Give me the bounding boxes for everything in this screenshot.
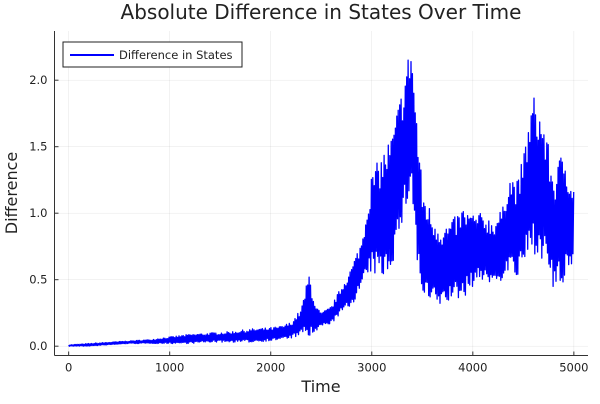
y-tick-label: 1.0 bbox=[29, 206, 47, 220]
y-axis-label: Difference bbox=[2, 152, 21, 234]
axes bbox=[54, 31, 588, 356]
y-tick-label: 0.0 bbox=[29, 339, 47, 353]
x-axis-label: Time bbox=[300, 377, 340, 396]
x-tick-label: 3000 bbox=[357, 361, 386, 375]
x-tick-label: 5000 bbox=[559, 361, 588, 375]
series-group bbox=[68, 59, 575, 347]
y-tick-label: 2.0 bbox=[29, 73, 47, 87]
legend-box bbox=[62, 41, 243, 68]
legend: Difference in States bbox=[62, 41, 243, 68]
ticks: 0 1000 2000 3000 4000 5000 0.0 0.5 1.0 1.5 2.0 bbox=[29, 73, 588, 374]
x-tick-label: 4000 bbox=[458, 361, 487, 375]
x-tick-label: 2000 bbox=[256, 361, 285, 375]
series-line-difference-in-states bbox=[68, 59, 575, 347]
x-tick-label: 1000 bbox=[155, 361, 184, 375]
y-tick-label: 0.5 bbox=[29, 273, 47, 287]
x-tick-label: 0 bbox=[65, 361, 72, 375]
y-tick-label: 1.5 bbox=[29, 140, 47, 154]
chart-title: Absolute Difference in States Over Time bbox=[121, 0, 522, 24]
grid bbox=[54, 31, 588, 356]
legend-label: Difference in States bbox=[119, 48, 233, 62]
